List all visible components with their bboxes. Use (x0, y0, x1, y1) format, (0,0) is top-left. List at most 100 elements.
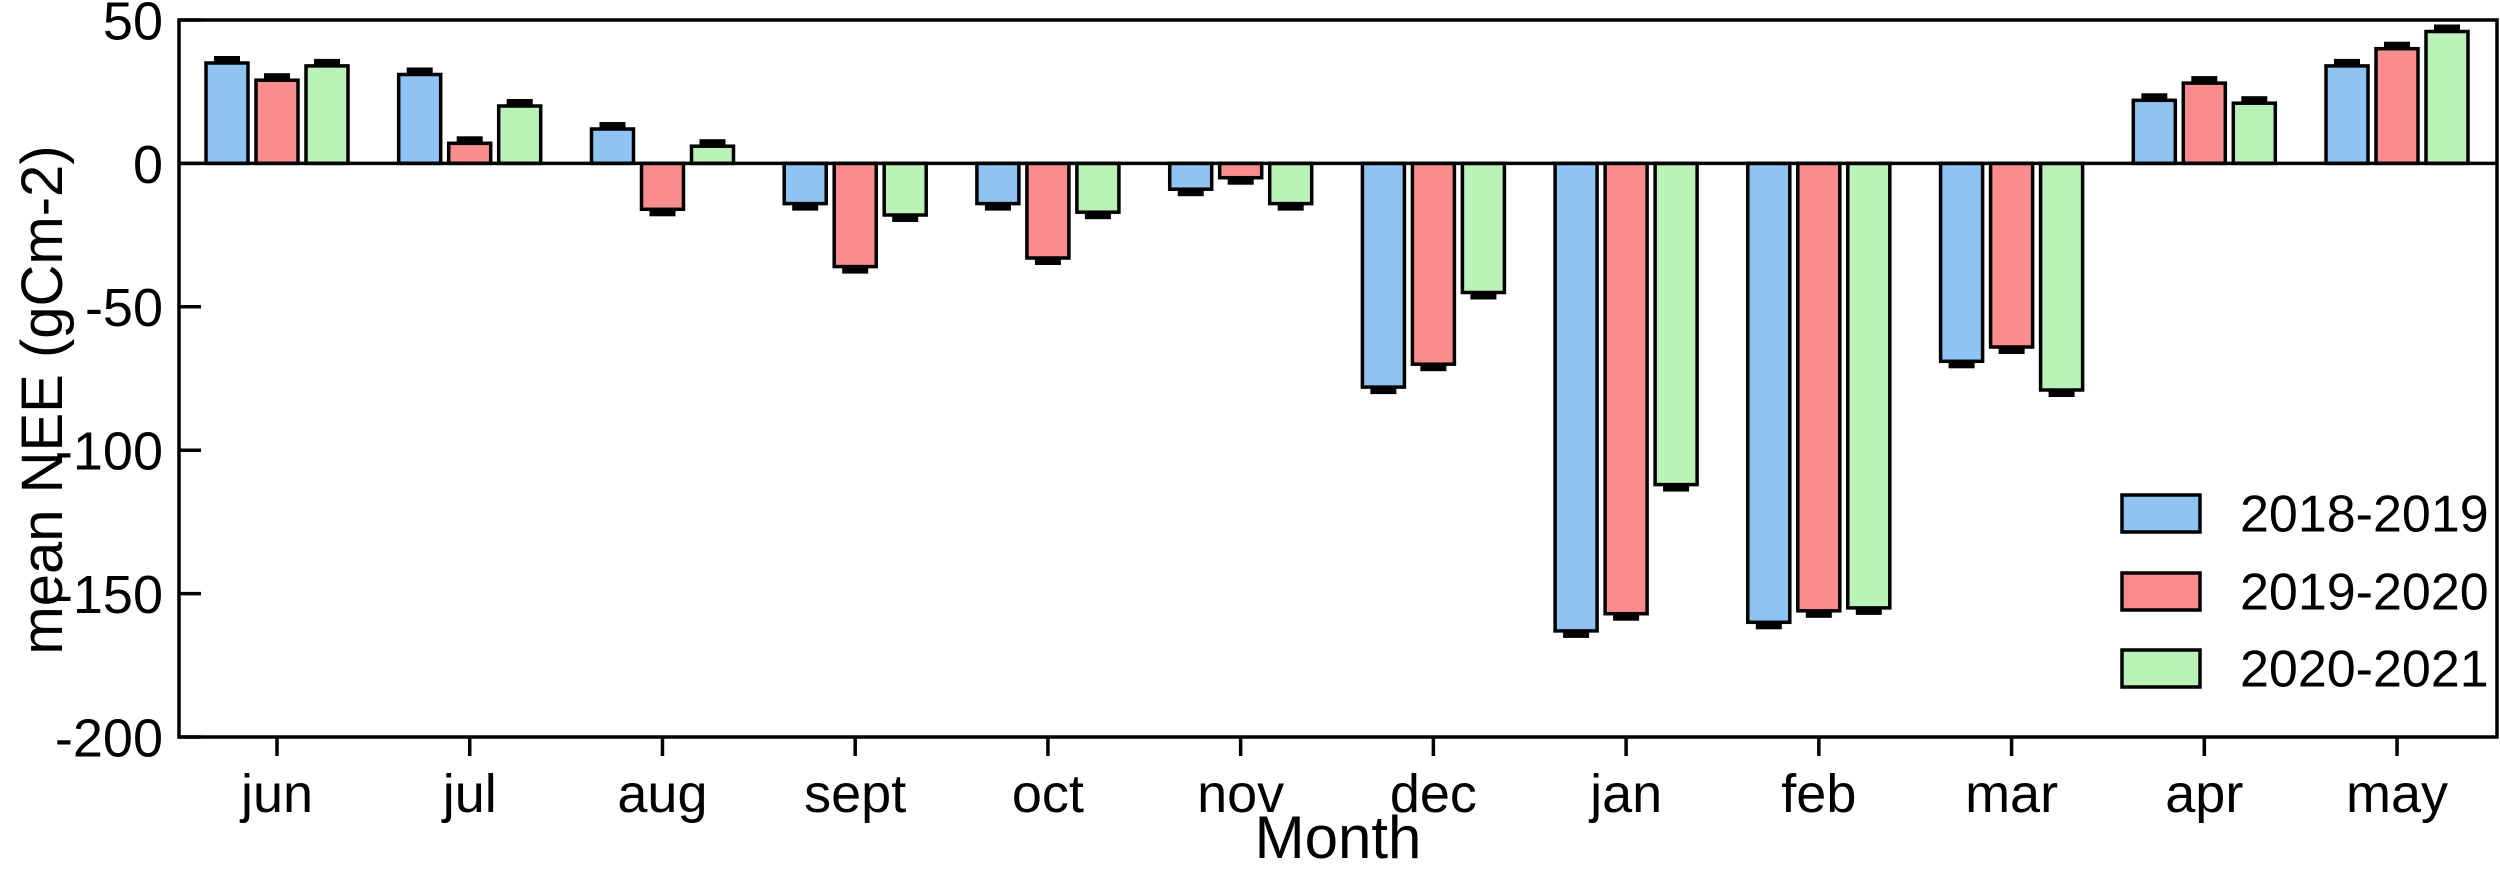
error-cap-aug-2018-2019 (599, 122, 626, 128)
error-cap-jun-2019-2020 (264, 73, 290, 80)
x-axis-title: Month (1255, 804, 1422, 866)
bar-nov-2018-2019 (1167, 161, 1214, 191)
legend-swatch-2020-2021 (2120, 648, 2202, 689)
error-cap-jul-2018-2019 (406, 67, 433, 74)
bar-nov-2020-2021 (1267, 161, 1314, 206)
error-cap-mar-2018-2019 (1948, 362, 1975, 369)
bar-dec-2019-2020 (1410, 161, 1457, 366)
y-tick-label--200: -200 (55, 708, 163, 768)
error-cap-apr-2018-2019 (2141, 93, 2168, 100)
bar-nov-2019-2020 (1217, 161, 1264, 180)
legend-swatch-2018-2019 (2120, 493, 2202, 534)
error-cap-may-2018-2019 (2334, 58, 2360, 65)
x-tick-label-nov: nov (1197, 764, 1284, 824)
error-cap-apr-2019-2020 (2191, 76, 2218, 83)
error-cap-mar-2019-2020 (1998, 348, 2025, 354)
x-tick-label-sept: sept (804, 764, 906, 824)
bar-jan-2018-2019 (1553, 161, 1599, 633)
error-cap-feb-2018-2019 (1755, 623, 1782, 630)
axis-layer: 50 0 -50 -100 -150 -200 jun jul aug sept oct nov dec… (55, 0, 2448, 824)
error-cap-jan-2019-2020 (1613, 614, 1640, 621)
error-cap-dec-2019-2020 (1420, 365, 1447, 372)
bar-dec-2018-2019 (1360, 161, 1407, 389)
bar-aug-2018-2019 (589, 127, 636, 166)
bar-jun-2020-2021 (304, 64, 350, 166)
bar-mar-2019-2020 (1988, 161, 2035, 349)
x-tick-label-aug: aug (617, 764, 707, 824)
bar-may-2020-2021 (2424, 29, 2470, 166)
error-cap-nov-2020-2021 (1277, 204, 1304, 211)
bar-jan-2019-2020 (1603, 161, 1649, 616)
legend-swatch-2019-2020 (2120, 571, 2202, 612)
bar-aug-2019-2020 (639, 161, 686, 212)
error-cap-sept-2018-2019 (792, 204, 819, 211)
error-cap-sept-2019-2020 (842, 267, 869, 274)
x-tick-label-jul: jul (441, 764, 497, 824)
error-cap-feb-2020-2021 (1855, 608, 1882, 615)
error-cap-aug-2020-2021 (699, 139, 726, 146)
bar-jun-2018-2019 (204, 61, 250, 166)
bar-feb-2020-2021 (1846, 161, 1892, 610)
x-tick-label-mar: mar (1965, 764, 2058, 824)
bar-sept-2019-2020 (832, 161, 878, 269)
bar-dec-2020-2021 (1460, 161, 1507, 295)
x-tick-label-dec: dec (1390, 764, 1477, 824)
y-tick-label-0: 0 (133, 135, 163, 195)
y-tick-label--100: -100 (55, 422, 163, 482)
bar-oct-2019-2020 (1025, 161, 1071, 260)
bar-jul-2019-2020 (446, 141, 493, 166)
bar-mar-2020-2021 (2038, 161, 2085, 392)
bar-apr-2020-2021 (2231, 101, 2278, 166)
error-cap-oct-2018-2019 (984, 204, 1011, 211)
error-cap-sept-2020-2021 (892, 216, 919, 222)
x-tick-label-oct: oct (1012, 764, 1084, 824)
bar-may-2019-2020 (2374, 46, 2420, 166)
y-tick-label--50: -50 (85, 278, 163, 338)
x-tick-label-jan: jan (1588, 764, 1662, 824)
error-cap-dec-2020-2021 (1470, 293, 1497, 300)
bar-may-2018-2019 (2324, 64, 2370, 166)
error-cap-jun-2020-2021 (314, 58, 340, 65)
x-tick-label-may: may (2346, 764, 2448, 824)
error-cap-oct-2019-2020 (1034, 259, 1061, 265)
legend: 2018-2019 2019-2020 2020-2021 (2120, 486, 2489, 699)
bar-apr-2018-2019 (2131, 98, 2178, 166)
bar-mar-2018-2019 (1938, 161, 1985, 364)
error-cap-aug-2019-2020 (649, 210, 676, 217)
bar-jan-2020-2021 (1653, 161, 1699, 487)
error-cap-feb-2019-2020 (1805, 611, 1832, 618)
error-cap-apr-2020-2021 (2241, 96, 2268, 103)
legend-label-2018-2019: 2018-2019 (2240, 486, 2489, 544)
bar-aug-2020-2021 (689, 144, 736, 166)
error-cap-mar-2020-2021 (2048, 391, 2075, 397)
y-tick-label--150: -150 (55, 565, 163, 625)
x-tick-label-feb: feb (1781, 764, 1856, 824)
x-tick-label-apr: apr (2165, 764, 2243, 824)
bar-oct-2018-2019 (975, 161, 1021, 206)
legend-label-2019-2020: 2019-2020 (2240, 564, 2489, 622)
error-cap-oct-2020-2021 (1084, 213, 1111, 220)
y-axis-title: mean NEE (gCm-2) (10, 145, 75, 654)
bar-jul-2018-2019 (396, 72, 443, 166)
error-cap-may-2019-2020 (2384, 41, 2410, 48)
error-cap-nov-2019-2020 (1227, 178, 1254, 185)
error-cap-jul-2020-2021 (506, 99, 533, 105)
bar-sept-2018-2019 (782, 161, 828, 206)
x-tick-label-jun: jun (239, 764, 313, 824)
bar-feb-2018-2019 (1746, 161, 1792, 625)
bar-sept-2020-2021 (882, 161, 928, 217)
error-cap-jan-2020-2021 (1663, 485, 1690, 492)
error-cap-jan-2018-2019 (1563, 631, 1590, 638)
bars-layer (204, 24, 2470, 638)
error-cap-jul-2019-2020 (456, 136, 483, 143)
y-tick-label-50: 50 (103, 0, 163, 51)
error-cap-may-2020-2021 (2434, 24, 2460, 31)
bar-oct-2020-2021 (1075, 161, 1121, 214)
error-cap-nov-2018-2019 (1177, 190, 1204, 197)
plot-frame (177, 18, 2499, 739)
bar-feb-2019-2020 (1796, 161, 1842, 613)
error-cap-dec-2018-2019 (1370, 388, 1397, 395)
legend-label-2020-2021: 2020-2021 (2240, 641, 2489, 699)
